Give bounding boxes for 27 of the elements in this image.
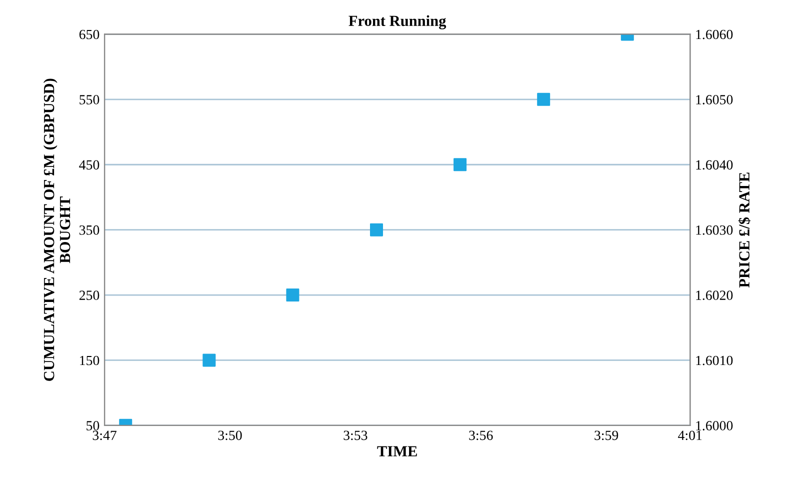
- x-tick-label: 3:56: [469, 430, 493, 440]
- x-tick-label: 3:53: [344, 430, 368, 440]
- y2-tick-label: 1.6030: [696, 225, 733, 235]
- y2-tick-label: 1.6020: [696, 290, 733, 300]
- x-tick-label: 3:59: [594, 430, 618, 440]
- x-axis-title: TIME: [377, 446, 417, 456]
- x-tick-label: 3:47: [92, 430, 116, 440]
- y2-tick-label: 1.6050: [696, 95, 733, 104]
- y-tick-label: 50: [86, 421, 100, 430]
- y2-tick-label: 1.6000: [696, 421, 733, 430]
- point: [286, 288, 300, 302]
- y-tick-label: 250: [79, 290, 100, 300]
- y-tick-label: 150: [80, 356, 100, 366]
- chart-title: Front Running: [348, 15, 446, 30]
- x-tick-label: 4:01: [678, 430, 702, 440]
- y-tick-label: 450: [79, 160, 100, 170]
- y2-tick-label: 1.6060: [696, 30, 733, 40]
- y-tick-label: 350: [80, 225, 100, 235]
- point: [454, 158, 467, 172]
- y2-tick-label: 1.6040: [696, 160, 733, 170]
- y2-axis-title: PRICE £/$ RATE: [738, 172, 750, 288]
- x-tick-label: 3:50: [218, 430, 242, 440]
- y-tick-label: 550: [80, 95, 100, 104]
- y-tick-label: 650: [79, 30, 100, 40]
- y-axis-title: CUMULATIVE AMOUNT OF £M (GBPUSD) BOUGHT: [43, 78, 70, 381]
- point: [370, 223, 384, 236]
- y2-tick-label: 1.6010: [696, 356, 733, 366]
